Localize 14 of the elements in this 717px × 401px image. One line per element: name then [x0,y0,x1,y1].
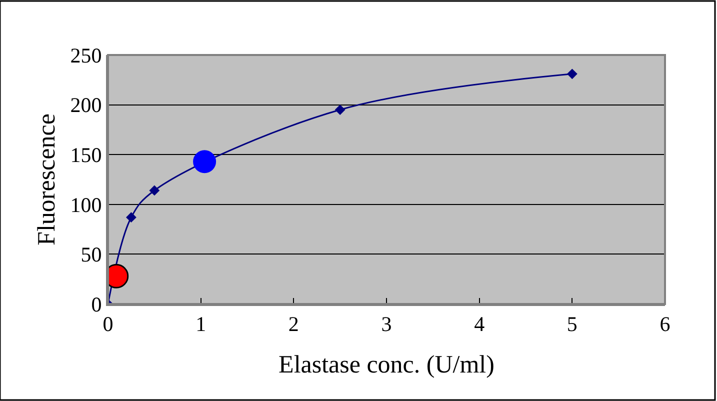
x-tick-label: 2 [288,312,299,336]
x-tick-label: 5 [566,312,578,336]
x-tick-label: 3 [381,312,392,336]
y-axis-title: Fluorescence [34,114,61,246]
x-tick-label: 4 [474,312,486,336]
x-tick-label: 1 [196,312,206,336]
x-tick-label: 6 [660,312,670,336]
y-tick-label: 150 [70,142,102,167]
y-tick-label: 50 [80,242,102,267]
y-tick-label: 0 [91,292,102,316]
y-tick-label: 200 [70,93,102,118]
x-axis-title: Elastase conc. (U/ml) [278,352,494,379]
y-tick-label: 250 [70,43,102,68]
y-tick-label: 100 [70,192,102,217]
